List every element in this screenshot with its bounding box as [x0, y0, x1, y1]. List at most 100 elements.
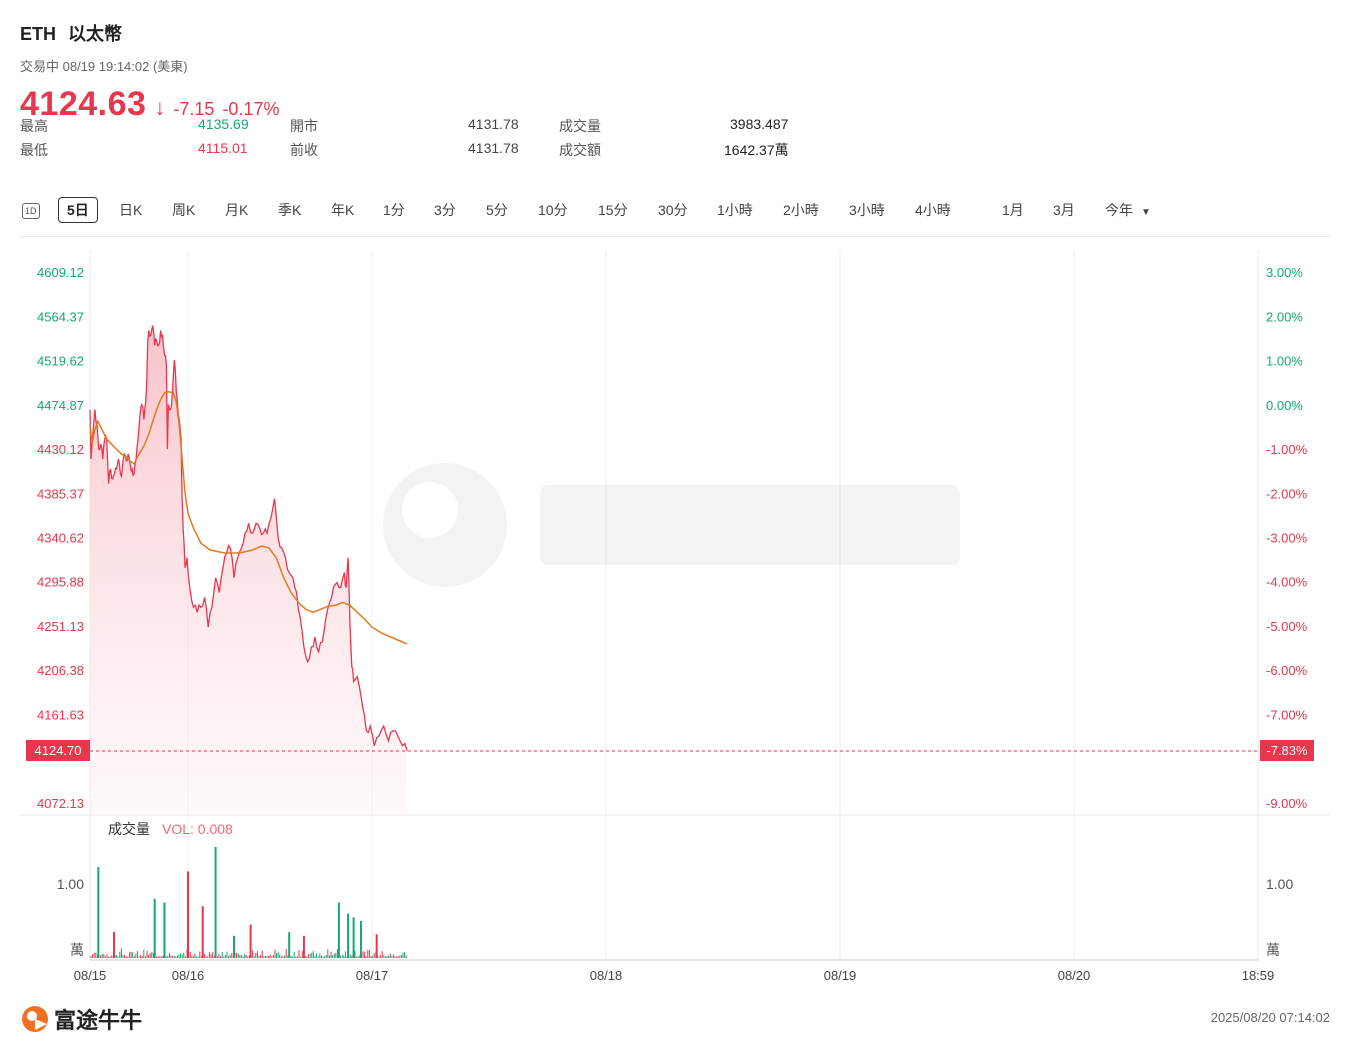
tab-ytd[interactable]: 今年 ▼ — [1105, 197, 1151, 223]
x-axis: 08/15 08/16 08/17 08/18 08/19 08/20 18:59 — [74, 968, 1275, 983]
y-tick-right: -9.00% — [1266, 796, 1308, 811]
asset-name: 以太幣 — [68, 24, 122, 44]
y-tick-left: 4609.12 — [37, 265, 84, 280]
tab-4h[interactable]: 4小時 — [915, 202, 951, 218]
current-pct-tag-right: -7.83% — [1260, 740, 1314, 761]
y-tick-right: -7.00% — [1266, 707, 1308, 722]
trading-status: 交易中 08/19 19:14:02 (美東) — [20, 59, 188, 74]
y-tick-left: 4295.88 — [37, 575, 84, 590]
y-tick-right: -3.00% — [1266, 531, 1308, 546]
y-tick-left: 4072.13 — [37, 796, 84, 811]
futu-logo-icon — [22, 1006, 48, 1032]
price-change-pct: -0.17% — [222, 99, 280, 119]
y-tick-left: 4564.37 — [37, 309, 84, 324]
tab-5min[interactable]: 5分 — [486, 202, 508, 218]
x-tick-label: 08/18 — [590, 968, 623, 983]
x-tick-label: 08/19 — [824, 968, 857, 983]
y-axis-right: 3.00% 2.00% 1.00% 0.00% -1.00% -2.00% -3.00% -4… — [1266, 265, 1308, 811]
y-tick-left: 4251.13 — [37, 619, 84, 634]
footer-timestamp: 2025/08/20 07:14:02 — [1210, 1010, 1330, 1025]
symbol: ETH — [20, 24, 56, 44]
quote-stats: 最高 4135.69 最低 4115.01 開市 4131.78 前收 4131… — [20, 116, 820, 166]
low-value: 4115.01 — [198, 140, 248, 156]
arrow-down-icon: ↓ — [154, 95, 166, 120]
y-tick-left: 4206.38 — [37, 663, 84, 678]
y-tick-right: -5.00% — [1266, 619, 1308, 634]
volume-value: 3983.487 — [730, 116, 789, 132]
y-tick-right: 0.00% — [1266, 398, 1303, 413]
tab-3min[interactable]: 3分 — [434, 202, 456, 218]
volume-label: 成交量 — [559, 118, 601, 134]
last-price: 4124.63 — [20, 85, 147, 123]
chevron-down-icon: ▼ — [1141, 207, 1151, 218]
price-line — [89, 325, 408, 751]
amount-value: 1642.37萬 — [724, 142, 789, 158]
brand-logo: 富途牛牛 — [20, 1003, 142, 1035]
y-tick-left: 4474.87 — [37, 398, 84, 413]
tab-3month[interactable]: 3月 — [1053, 202, 1075, 218]
y-tick-right: -4.00% — [1266, 575, 1308, 590]
tab-day-k[interactable]: 日K — [119, 202, 143, 218]
y-tick-right: -6.00% — [1266, 663, 1308, 678]
volume-value-text: VOL: 0.008 — [162, 821, 233, 837]
y-tick-left: 4340.62 — [37, 531, 84, 546]
y-tick-right: 2.00% — [1266, 309, 1303, 324]
tab-1month[interactable]: 1月 — [1002, 202, 1024, 218]
tab-year-k[interactable]: 年K — [331, 202, 355, 218]
moving-average-line — [89, 391, 408, 645]
title-row: ETH 以太幣 — [20, 20, 1330, 46]
tabs-divider — [20, 236, 1330, 237]
y-tick-left: 4385.37 — [37, 486, 84, 501]
tab-1min[interactable]: 1分 — [383, 202, 405, 218]
watermark-logo — [383, 463, 960, 587]
y-tick-left: 4161.63 — [37, 707, 84, 722]
period-tabs: 1D 5日 日K 周K 月K 季K 年K 1分 3分 5分 10分 15分 30… — [20, 197, 1330, 225]
prev-close-value: 4131.78 — [468, 140, 519, 156]
volume-tick-right: 1.00 — [1266, 876, 1293, 892]
quote-header: ETH 以太幣 交易中 08/19 19:14:02 (美東) 4124.63 ↓… — [20, 20, 1330, 124]
volume-unit-right: 萬 — [1266, 942, 1280, 958]
x-tick-label: 08/15 — [74, 968, 107, 983]
x-tick-label: 08/17 — [356, 968, 389, 983]
low-label: 最低 — [20, 142, 48, 158]
price-row: 4124.63 ↓ -7.15 -0.17% — [20, 85, 1330, 124]
y-axis-left: 4609.12 4564.37 4519.62 4474.87 4430.12 4385.… — [37, 265, 84, 811]
tab-1d-icon[interactable]: 1D — [22, 203, 40, 219]
current-price-label: 4124.70 — [35, 743, 82, 758]
tab-2h[interactable]: 2小時 — [783, 202, 819, 218]
tab-1h[interactable]: 1小時 — [717, 202, 753, 218]
y-tick-left: 4519.62 — [37, 354, 84, 369]
brand-name: 富途牛牛 — [54, 1008, 143, 1033]
price-chart[interactable]: 4609.12 4564.37 4519.62 4474.87 4430.12 4385.… — [0, 0, 1350, 1000]
x-tick-label: 08/20 — [1058, 968, 1091, 983]
current-price-tag-left: 4124.70 — [26, 740, 90, 761]
y-tick-right: 3.00% — [1266, 265, 1303, 280]
volume-bars — [90, 847, 407, 958]
open-value: 4131.78 — [468, 116, 519, 132]
tab-week-k[interactable]: 周K — [172, 202, 196, 218]
open-label: 開市 — [290, 118, 318, 134]
y-tick-right: -2.00% — [1266, 486, 1308, 501]
tab-month-k[interactable]: 月K — [225, 202, 249, 218]
tab-5d[interactable]: 5日 — [58, 197, 98, 223]
price-change: -7.15 — [173, 99, 215, 119]
amount-label: 成交額 — [559, 142, 601, 158]
tab-30min[interactable]: 30分 — [658, 202, 688, 218]
y-tick-right: -1.00% — [1266, 442, 1308, 457]
high-label: 最高 — [20, 118, 48, 134]
tab-quarter-k[interactable]: 季K — [278, 202, 302, 218]
price-area-fill — [90, 325, 408, 815]
tab-ytd-label: 今年 — [1105, 202, 1133, 218]
volume-unit-left: 萬 — [70, 942, 84, 958]
x-tick-label: 18:59 — [1242, 968, 1275, 983]
volume-title: 成交量 — [108, 821, 150, 837]
x-tick-label: 08/16 — [172, 968, 205, 983]
y-tick-right: 1.00% — [1266, 354, 1303, 369]
tab-3h[interactable]: 3小時 — [849, 202, 885, 218]
tab-10min[interactable]: 10分 — [538, 202, 568, 218]
high-value: 4135.69 — [198, 116, 249, 132]
prev-close-label: 前收 — [290, 142, 318, 158]
y-tick-left: 4430.12 — [37, 442, 84, 457]
current-pct-label: -7.83% — [1266, 743, 1308, 758]
tab-15min[interactable]: 15分 — [598, 202, 628, 218]
